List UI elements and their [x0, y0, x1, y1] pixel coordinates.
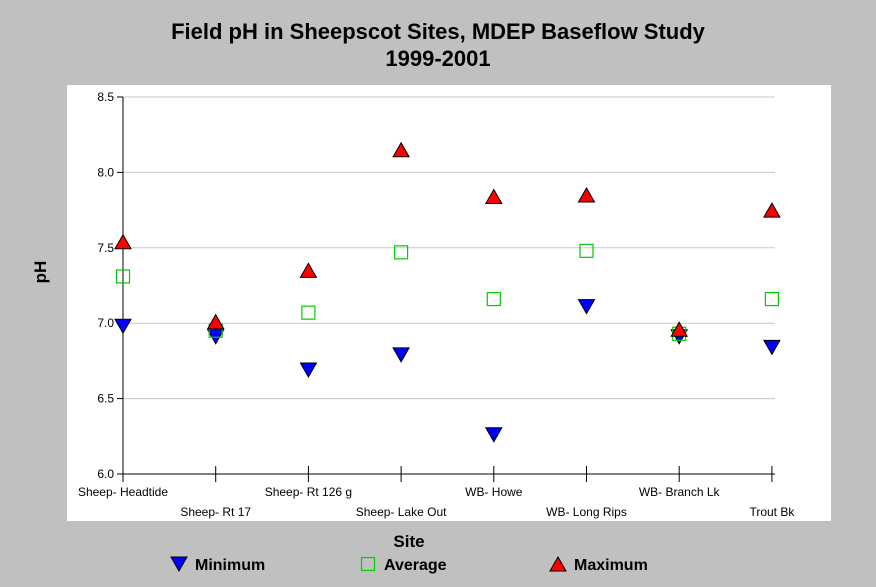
- y-tick-label: 8.5: [97, 90, 114, 104]
- y-axis-label: pH: [31, 261, 50, 284]
- legend: Minimum Average Maximum: [170, 555, 648, 574]
- legend-maximum-marker: [549, 555, 567, 572]
- data-marks: [114, 141, 781, 443]
- chart-title-line-2: 1999-2001: [385, 46, 491, 71]
- average-point: [579, 243, 594, 258]
- axes: [117, 96, 775, 482]
- x-tick-label: WB- Branch Lk: [639, 485, 721, 499]
- maximum-point: [670, 321, 689, 337]
- legend-minimum-label: Minimum: [195, 557, 265, 574]
- x-tick-label: Sheep- Rt 126 g: [265, 485, 352, 499]
- average-point: [394, 245, 409, 260]
- x-tick-label: Sheep- Rt 17: [180, 505, 251, 519]
- average-point: [115, 269, 131, 284]
- y-tick-label: 6.0: [97, 467, 114, 481]
- y-tick-label: 7.5: [97, 241, 114, 255]
- maximum-point: [206, 313, 225, 330]
- x-tick-label: WB- Long Rips: [546, 505, 627, 519]
- minimum-point: [484, 427, 503, 443]
- x-tick-label: Sheep- Lake Out: [356, 505, 447, 519]
- maximum-point: [299, 262, 318, 278]
- minimum-point: [392, 347, 410, 363]
- average-point: [486, 291, 501, 307]
- average-point: [764, 291, 780, 307]
- x-tick-labels: Sheep- Headtide Sheep- Rt 17 Sheep- Rt 126…: [78, 485, 795, 519]
- legend-average-marker: [360, 556, 376, 572]
- legend-minimum-marker: [170, 556, 188, 573]
- legend-average-label: Average: [384, 557, 447, 574]
- maximum-point: [114, 233, 132, 250]
- legend-maximum-label: Maximum: [574, 557, 648, 574]
- y-tick-labels: 6.0 6.5 7.0 7.5 8.0 8.5: [97, 90, 114, 481]
- y-tick-label: 6.5: [97, 392, 114, 406]
- chart-title-line-1: Field pH in Sheepscot Sites, MDEP Basefl…: [171, 19, 705, 44]
- plot-area: [67, 85, 831, 521]
- x-axis-label: Site: [393, 532, 424, 551]
- maximum-point: [392, 141, 410, 158]
- x-tick-label: Sheep- Headtide: [78, 485, 168, 499]
- maximum-point: [577, 187, 596, 203]
- x-tick-label: WB- Howe: [465, 485, 523, 499]
- maximum-point: [763, 202, 781, 218]
- maximum-point: [484, 188, 503, 205]
- minimum-point: [299, 362, 318, 378]
- y-tick-label: 7.0: [97, 316, 114, 330]
- minimum-point: [763, 339, 781, 356]
- average-point: [301, 305, 316, 320]
- y-tick-label: 8.0: [97, 165, 114, 179]
- minimum-point: [577, 299, 596, 315]
- x-tick-label: Trout Bk: [749, 505, 795, 519]
- minimum-point: [114, 318, 132, 335]
